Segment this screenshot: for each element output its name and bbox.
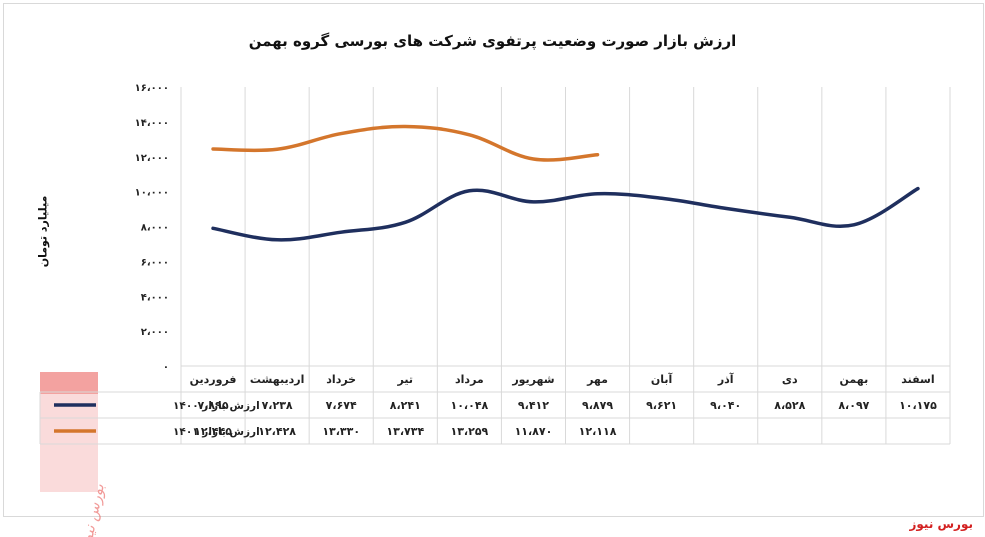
data-label: ۱۰،۱۷۵ — [899, 399, 937, 412]
y-tick-label: ۱۴،۰۰۰ — [135, 118, 169, 129]
data-label: ۱۲،۱۱۸ — [579, 425, 617, 438]
chart-frame — [3, 3, 984, 517]
data-label: ۷،۸۹۵ — [198, 399, 229, 412]
series-line-1 — [211, 186, 920, 242]
x-tick-label: شهریور — [511, 373, 554, 386]
x-tick-label: اسفند — [901, 373, 934, 386]
y-tick-label: ۰ — [163, 362, 169, 373]
watermark-band — [40, 372, 98, 394]
y-tick-label: ۱۲،۰۰۰ — [135, 153, 169, 164]
data-label: ۹،۶۲۱ — [646, 399, 677, 412]
x-tick-label: فروردین — [190, 373, 237, 386]
y-tick-label: ۱۰،۰۰۰ — [135, 188, 169, 199]
grid-lines — [180, 87, 951, 367]
y-tick-label: ۶،۰۰۰ — [141, 257, 169, 268]
x-tick-label: خرداد — [326, 373, 356, 386]
legend-label-1: ارزش بازار ۱۴۰۰ — [173, 400, 260, 412]
data-label: ۹،۰۴۰ — [710, 399, 741, 412]
y-tick-label: ۱۶،۰۰۰ — [135, 83, 169, 94]
data-label: ۱۳،۲۵۹ — [451, 425, 489, 438]
watermark-logo: بورس نیوز — [40, 372, 108, 537]
x-tick-label: آبان — [651, 372, 673, 386]
data-label: ۱۳،۳۳۰ — [322, 425, 360, 438]
data-label: ۸،۵۲۸ — [774, 399, 805, 412]
legend-label-2: ارزش بازار ۱۴۰۱ — [173, 426, 260, 438]
x-tick-label: دی — [782, 373, 798, 386]
data-label: ۱۲،۴۴۵ — [194, 425, 232, 438]
x-tick-label: مهر — [586, 373, 608, 386]
y-tick-label: ۸،۰۰۰ — [141, 223, 169, 234]
data-label: ۱۱،۸۷۰ — [515, 425, 553, 438]
data-label: ۱۰،۰۴۸ — [451, 399, 489, 412]
data-label: ۹،۸۷۹ — [582, 399, 613, 412]
data-label: ۷،۶۷۴ — [326, 399, 357, 412]
x-tick-label: اردیبهشت — [250, 373, 304, 386]
x-tick-label: مرداد — [455, 373, 484, 386]
series-lines — [211, 124, 920, 242]
data-label: ۸،۰۹۷ — [838, 399, 869, 412]
x-tick-label: بهمن — [840, 373, 869, 386]
data-label: ۷،۲۳۸ — [262, 399, 293, 412]
y-tick-label: ۲،۰۰۰ — [141, 327, 169, 338]
data-label: ۹،۴۱۲ — [518, 399, 549, 412]
x-tick-label: آذر — [717, 372, 734, 386]
data-label: ۱۲،۴۲۸ — [258, 425, 296, 438]
series-line-2 — [211, 124, 600, 162]
chart-title: ارزش بازار صورت وضعیت پرتفوی شرکت های بو… — [248, 32, 737, 50]
y-axis-ticks: ۰ ۲،۰۰۰ ۴،۰۰۰ ۶،۰۰۰ ۸،۰۰۰ ۱۰،۰۰۰ ۱۲،۰۰۰ ۱۴،۰۰۰ ۱… — [135, 83, 169, 373]
data-table: فروردین اردیبهشت خرداد تیر مرداد شهریور مهر آبا… — [39, 365, 951, 445]
y-tick-label: ۴،۰۰۰ — [141, 292, 169, 303]
x-tick-label: تیر — [397, 373, 413, 386]
data-label: ۱۳،۷۳۴ — [386, 425, 424, 438]
data-label: ۸،۲۴۱ — [390, 399, 421, 412]
source-label: بورس نیوز — [909, 517, 973, 531]
